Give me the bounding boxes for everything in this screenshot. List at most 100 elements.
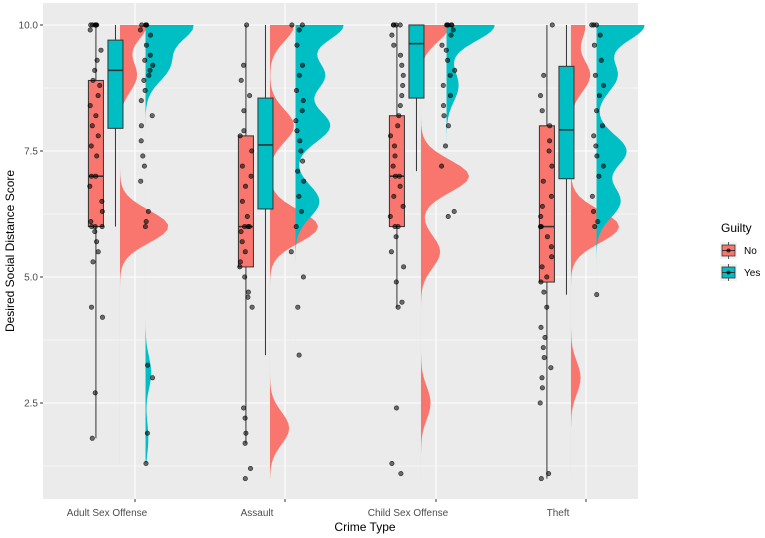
data-point — [90, 77, 96, 83]
legend: Guilty No Yes — [720, 221, 760, 281]
data-point — [541, 72, 547, 78]
data-point — [395, 123, 401, 129]
data-point — [92, 229, 98, 235]
data-point — [389, 32, 395, 38]
data-point — [241, 108, 247, 114]
density-no — [269, 25, 319, 479]
data-point — [548, 244, 554, 250]
data-point — [242, 415, 248, 421]
data-point — [589, 193, 595, 199]
data-point — [596, 173, 602, 179]
data-point — [94, 239, 100, 245]
data-point — [296, 27, 302, 33]
data-point — [592, 224, 598, 230]
data-point — [593, 143, 599, 149]
data-point — [288, 249, 294, 255]
data-point — [539, 375, 545, 381]
data-point — [137, 27, 143, 33]
data-point — [243, 430, 249, 436]
y-axis-title: Desired Social Distance Score — [3, 170, 17, 332]
data-point — [597, 32, 603, 38]
data-point — [441, 113, 447, 119]
data-point — [92, 67, 98, 73]
data-point — [143, 22, 149, 28]
legend-key-point — [726, 248, 731, 253]
density-no — [119, 25, 169, 464]
data-point — [391, 193, 397, 199]
data-point — [142, 224, 148, 230]
data-point — [450, 27, 456, 33]
x-tick-label: Assault — [241, 508, 274, 519]
data-point — [138, 123, 144, 129]
data-point — [299, 108, 305, 114]
data-point — [145, 209, 151, 215]
data-point — [248, 173, 254, 179]
box-no — [237, 135, 254, 268]
data-point — [150, 62, 156, 68]
data-point — [293, 88, 299, 94]
data-point — [600, 83, 606, 89]
data-point — [300, 274, 306, 280]
data-point — [439, 163, 445, 169]
data-point — [300, 98, 306, 104]
x-axis-title: Crime Type — [334, 520, 395, 534]
data-point — [440, 83, 446, 89]
data-point — [89, 224, 95, 230]
data-point — [400, 83, 406, 89]
data-point — [147, 52, 153, 58]
data-point — [289, 22, 295, 28]
data-point — [99, 198, 105, 204]
data-point — [143, 460, 149, 466]
data-point — [595, 219, 601, 225]
data-point — [245, 294, 251, 300]
data-point — [138, 178, 144, 184]
data-point — [93, 173, 99, 179]
data-point — [546, 148, 552, 154]
data-point — [541, 355, 547, 361]
data-point — [591, 22, 597, 28]
data-point — [143, 219, 149, 225]
density-no — [570, 25, 620, 479]
box-yes — [408, 24, 425, 99]
data-point — [242, 476, 248, 482]
data-point — [448, 32, 454, 38]
data-point — [591, 42, 597, 48]
data-point — [387, 133, 393, 139]
data-point — [295, 304, 301, 310]
data-point — [301, 178, 307, 184]
data-point — [393, 405, 399, 411]
data-point — [396, 173, 402, 179]
data-point — [93, 113, 99, 119]
data-point — [241, 405, 247, 411]
data-point — [398, 471, 404, 477]
data-point — [400, 203, 406, 209]
data-point — [541, 289, 547, 295]
data-point — [592, 72, 598, 78]
data-point — [141, 163, 147, 169]
data-point — [138, 98, 144, 104]
data-point — [542, 334, 548, 340]
density-yes — [596, 25, 645, 298]
data-point — [445, 123, 451, 129]
data-point — [239, 239, 245, 245]
data-point — [544, 304, 550, 310]
data-point — [298, 148, 304, 154]
data-point — [87, 27, 93, 33]
data-point — [388, 249, 394, 255]
data-point — [88, 143, 94, 149]
y-axis: 2.5 5.0 7.5 10.0 — [19, 21, 43, 410]
data-point — [89, 173, 95, 179]
x-tick-label: Theft — [547, 508, 570, 519]
data-point — [538, 279, 544, 285]
data-point — [397, 183, 403, 189]
data-point — [393, 234, 399, 240]
data-point — [540, 345, 546, 351]
data-point — [537, 400, 543, 406]
legend-label: No — [744, 246, 757, 257]
x-axis: Adult Sex Offense Assault Child Sex Offens… — [67, 499, 587, 519]
data-point — [539, 108, 545, 114]
data-point — [242, 274, 248, 280]
data-point — [390, 163, 396, 169]
data-point — [594, 108, 600, 114]
